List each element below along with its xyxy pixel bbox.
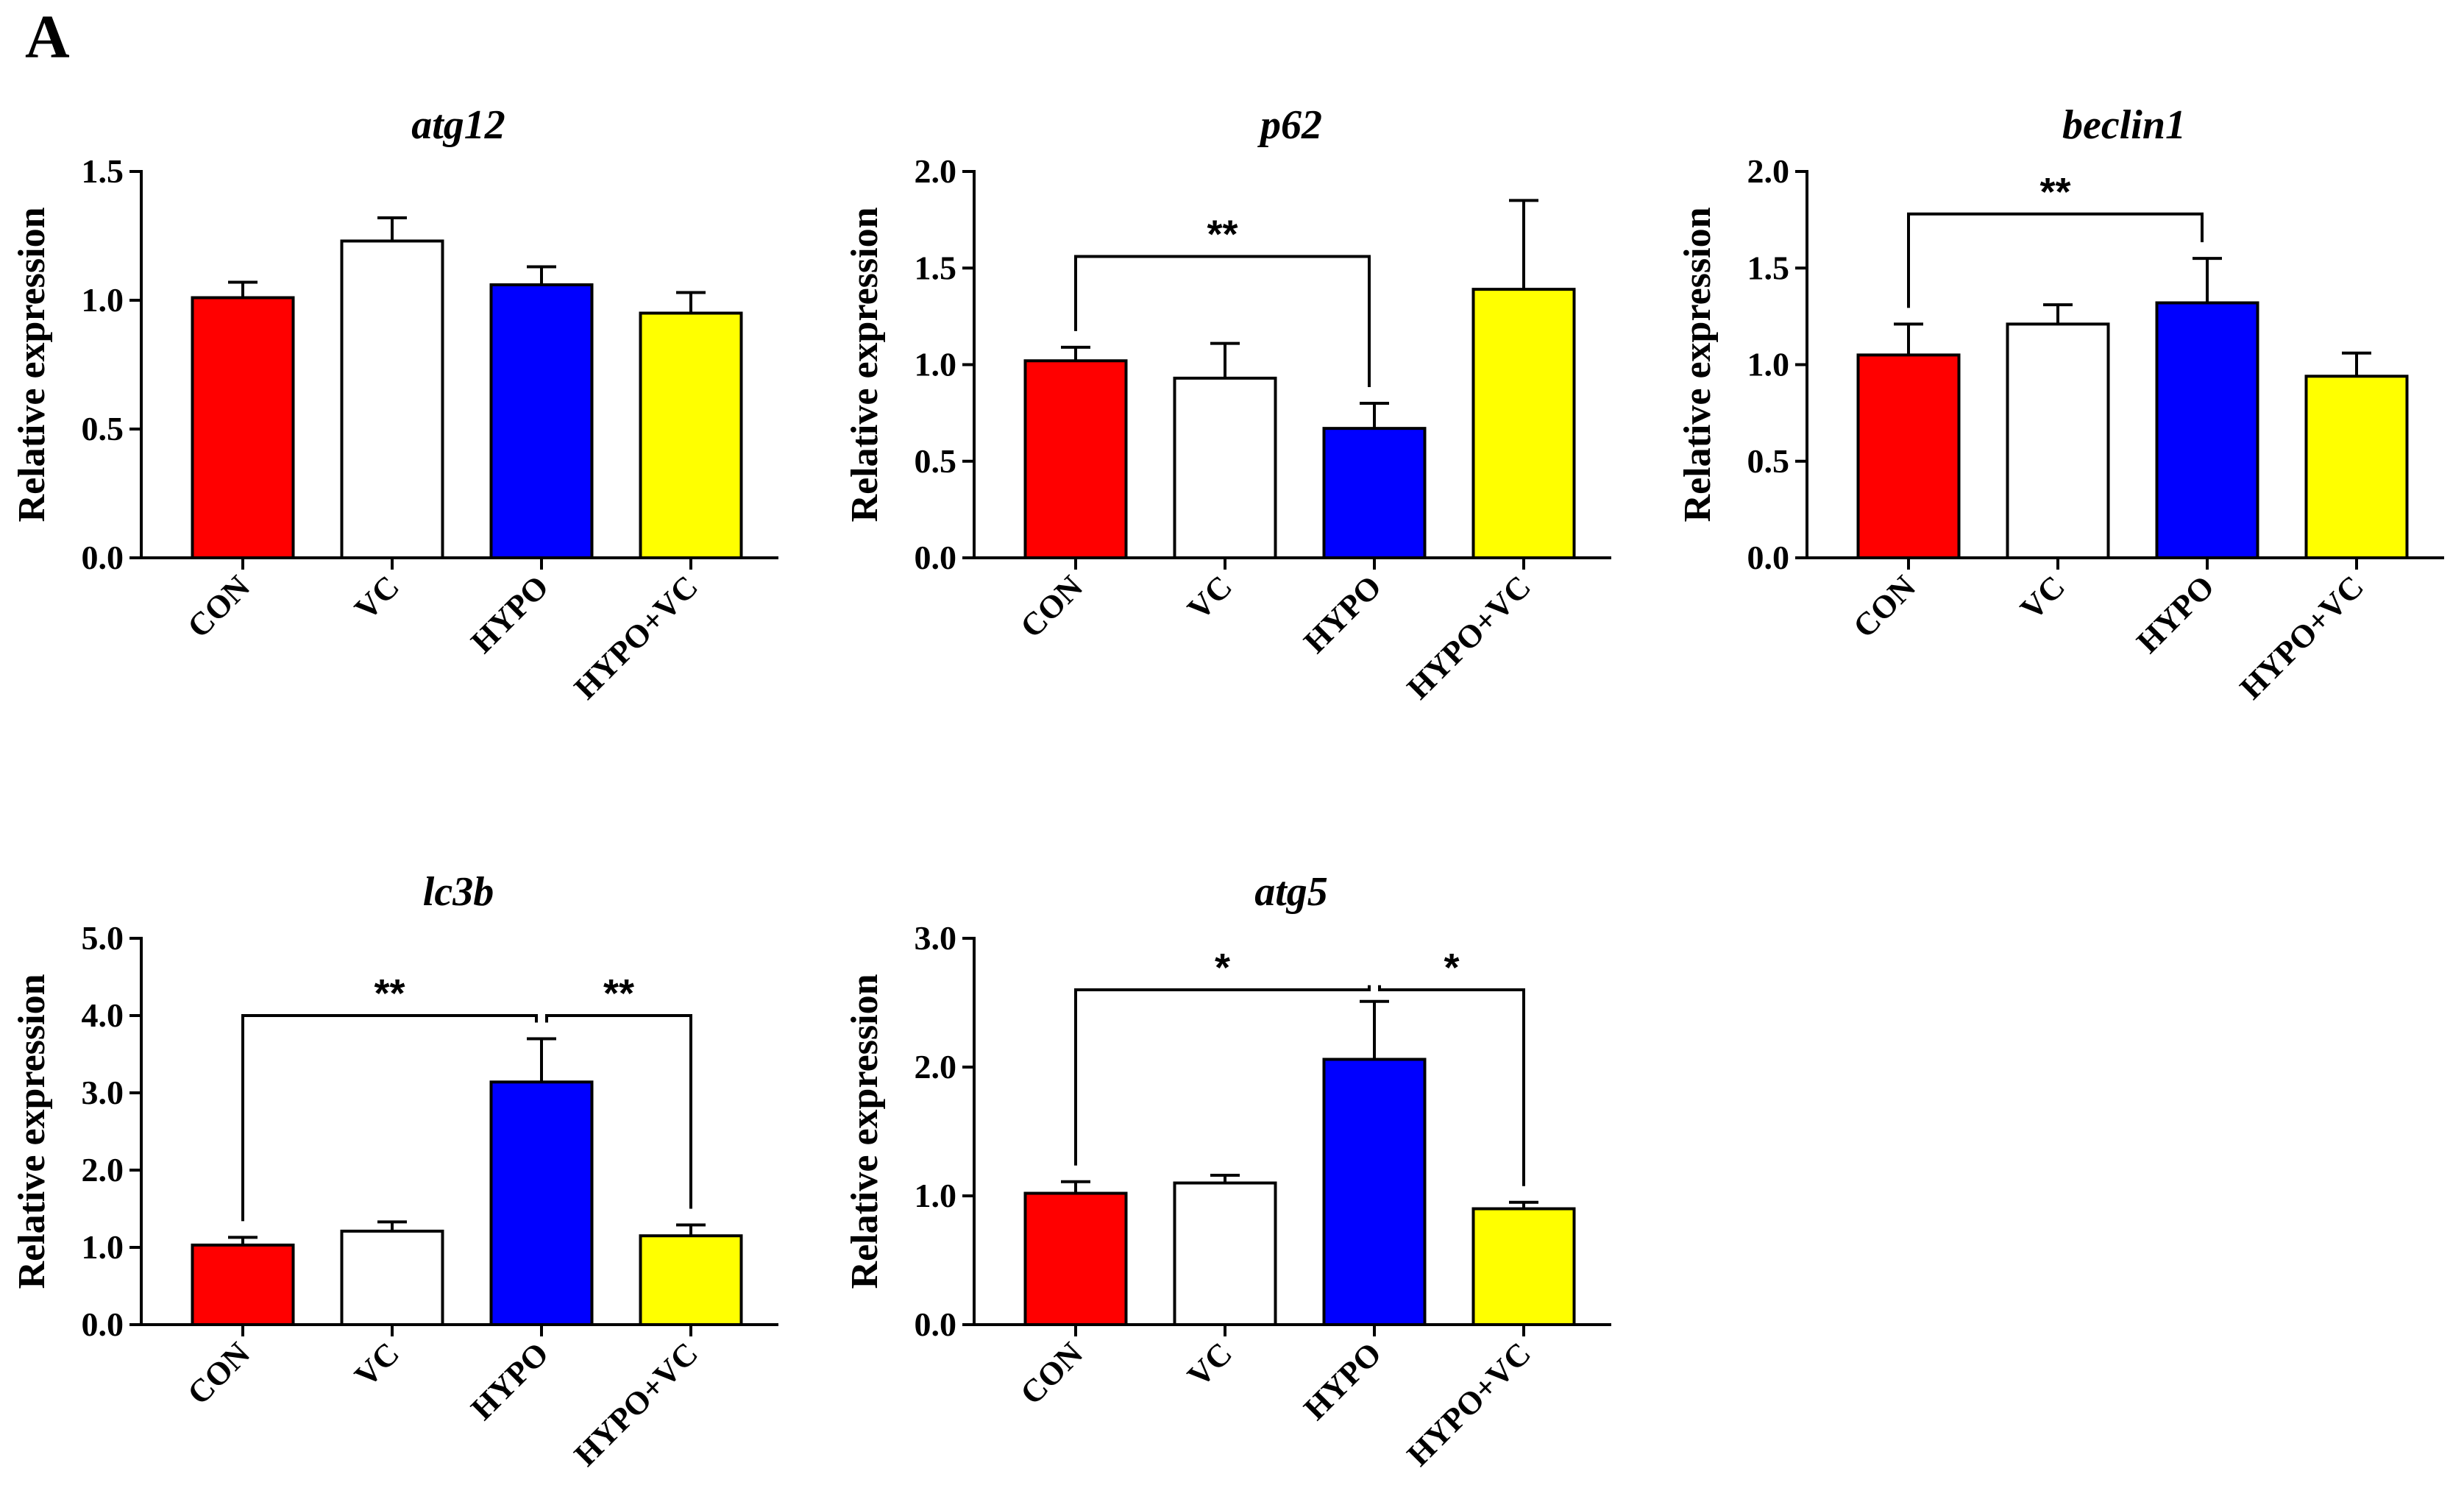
bar-hypo-plus-vc — [1471, 1207, 1576, 1326]
x-tick-label: HYPO+VC — [567, 1335, 705, 1473]
y-tick-label: 3.0 — [82, 1074, 124, 1111]
y-tick-label: 3.0 — [915, 919, 957, 957]
y-tick-label: 1.5 — [82, 152, 124, 190]
x-tick-label: CON — [1013, 568, 1090, 645]
chart-title: atg12 — [411, 102, 505, 148]
y-tick-label: 1.5 — [1747, 249, 1790, 286]
chart-2: beclin1 Relative expression 0.0 0.5 1.0 1.5 2.… — [1677, 102, 2444, 706]
bar-vc — [1173, 1181, 1277, 1326]
bar-con — [1856, 353, 1961, 559]
significance-bracket — [1907, 212, 2204, 308]
x-tick-label: HYPO — [464, 568, 556, 660]
chart-1: p62 Relative expression 0.0 0.5 1.0 1.5 2.0 CON… — [844, 102, 1611, 706]
bar-hypo-plus-vc — [2304, 375, 2409, 559]
bar-hypo — [489, 1080, 594, 1327]
bar-con — [191, 1243, 295, 1326]
chart-0: atg12 Relative expression 0.0 0.5 1.0 1.5 CON V… — [11, 102, 778, 706]
y-axis-label: Relative expression — [1677, 207, 1719, 522]
chart-title: p62 — [1257, 102, 1322, 148]
bar-vc — [2006, 322, 2110, 559]
significance-bracket — [1378, 985, 1525, 1186]
x-tick-label: VC — [2013, 568, 2072, 627]
y-tick-label: 1.0 — [82, 1228, 124, 1266]
y-tick-label: 0.0 — [915, 539, 957, 576]
x-tick-label: VC — [1180, 568, 1239, 627]
bar-vc — [340, 1229, 444, 1326]
y-tick-label: 2.0 — [915, 152, 957, 190]
y-tick-label: 4.0 — [82, 996, 124, 1034]
significance-bracket — [1074, 255, 1371, 387]
x-tick-label: HYPO — [1297, 568, 1389, 660]
x-tick-label: CON — [1013, 1335, 1090, 1411]
panel-letter: A — [25, 3, 70, 71]
x-tick-label: HYPO+VC — [2233, 568, 2371, 706]
x-tick-label: VC — [1180, 1335, 1239, 1394]
bar-hypo — [2155, 301, 2259, 559]
x-tick-label: VC — [347, 1335, 406, 1394]
chart-4: atg5 Relative expression 0.0 1.0 2.0 3.0 CON VC… — [844, 869, 1611, 1473]
y-tick-label: 1.0 — [915, 346, 957, 383]
x-tick-label: CON — [180, 1335, 257, 1411]
bar-hypo — [489, 283, 594, 559]
bar-hypo — [1322, 1058, 1427, 1326]
y-tick-label: 5.0 — [82, 919, 124, 957]
significance-label: ** — [1207, 213, 1238, 257]
significance-label: * — [1444, 946, 1459, 990]
chart-title: lc3b — [423, 869, 494, 915]
significance-label: * — [1215, 946, 1230, 990]
x-tick-label: HYPO — [2130, 568, 2222, 660]
y-axis-label: Relative expression — [844, 974, 886, 1289]
y-tick-label: 0.5 — [915, 442, 957, 480]
chart-3: lc3b Relative expression 0.0 1.0 2.0 3.0 4.0 5.… — [11, 869, 778, 1473]
x-tick-label: HYPO+VC — [1400, 568, 1538, 706]
x-tick-label: CON — [1846, 568, 1922, 645]
y-tick-label: 0.0 — [82, 1306, 124, 1343]
bar-hypo-plus-vc — [639, 1234, 743, 1326]
x-tick-label: HYPO+VC — [1400, 1335, 1538, 1473]
bar-hypo-plus-vc — [1471, 288, 1576, 559]
significance-bracket — [241, 1014, 538, 1222]
chart-title: atg5 — [1254, 869, 1328, 915]
significance-label: ** — [603, 971, 634, 1016]
y-tick-label: 1.5 — [915, 249, 957, 286]
bar-con — [1023, 1191, 1128, 1326]
chart-title: beclin1 — [2062, 102, 2186, 148]
significance-label: ** — [374, 971, 405, 1016]
y-tick-label: 2.0 — [1747, 152, 1790, 190]
x-tick-label: CON — [180, 568, 257, 645]
y-tick-label: 0.0 — [82, 539, 124, 576]
y-tick-label: 0.5 — [1747, 442, 1790, 480]
y-tick-label: 2.0 — [915, 1048, 957, 1085]
y-tick-label: 0.0 — [915, 1306, 957, 1343]
significance-label: ** — [2039, 170, 2070, 214]
significance-bracket — [1074, 985, 1371, 1166]
bar-vc — [340, 239, 444, 559]
significance-bracket — [545, 1014, 692, 1209]
y-tick-label: 0.5 — [82, 410, 124, 447]
y-axis-label: Relative expression — [11, 207, 53, 522]
x-tick-label: HYPO — [1297, 1335, 1389, 1427]
bar-vc — [1173, 376, 1277, 559]
bar-hypo-plus-vc — [639, 311, 743, 559]
y-tick-label: 2.0 — [82, 1151, 124, 1189]
bar-con — [1023, 359, 1128, 559]
y-tick-label: 1.0 — [915, 1177, 957, 1214]
y-axis-label: Relative expression — [844, 207, 886, 522]
x-tick-label: HYPO+VC — [567, 568, 705, 706]
y-tick-label: 1.0 — [1747, 346, 1790, 383]
bar-hypo — [1322, 427, 1427, 559]
x-tick-label: VC — [347, 568, 406, 627]
bar-con — [191, 296, 295, 559]
x-tick-label: HYPO — [464, 1335, 556, 1427]
y-tick-label: 0.0 — [1747, 539, 1790, 576]
y-axis-label: Relative expression — [11, 974, 53, 1289]
y-tick-label: 1.0 — [82, 281, 124, 319]
